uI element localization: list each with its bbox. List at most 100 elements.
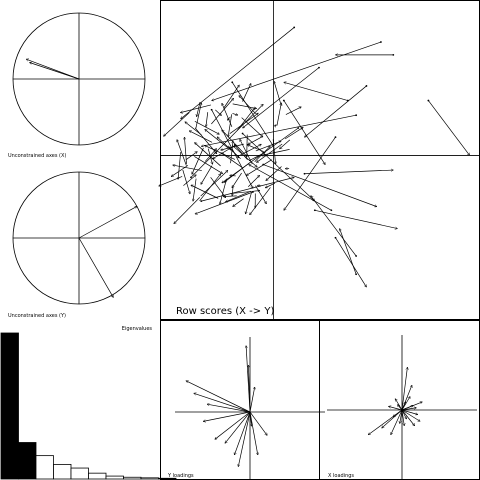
row-point-10	[303, 172, 306, 175]
row-dense-arrow-83	[229, 113, 259, 134]
row-dense-arrow-28	[174, 197, 201, 223]
row-dense-arrow-22	[180, 104, 212, 113]
x-loadings-arrow-17	[401, 402, 406, 411]
row-point-22	[200, 200, 203, 203]
row-dense-arrow-77	[272, 139, 275, 164]
x-loadings-arrow-9	[401, 409, 415, 426]
row-arrow-21	[284, 136, 336, 210]
row-point-12	[241, 132, 244, 135]
y-loadings-arrow-2	[207, 404, 251, 413]
eigenvalue-bar-4	[70, 467, 89, 480]
row-dense-arrow-32	[250, 187, 271, 214]
row-dense-arrow-64	[246, 159, 272, 176]
row-dense-arrow-86	[182, 169, 190, 194]
row-dense-arrow-55	[256, 143, 283, 162]
row-dense-arrow-38	[173, 165, 202, 171]
x-loadings-arrow-13	[398, 405, 403, 411]
unconstrained-x-title: Unconstrained axes (X)	[8, 153, 66, 159]
row-dense-arrow-23	[222, 130, 248, 158]
row-arrow-16	[305, 85, 367, 137]
row-dense-arrow-25	[194, 121, 220, 134]
row-dense-arrow-33	[246, 192, 252, 213]
row-arrow-12	[242, 133, 315, 201]
row-dense-arrow-82	[225, 190, 252, 202]
row-arrow-9	[314, 209, 398, 228]
row-arrow-5	[428, 100, 469, 156]
row-dense-arrow-53	[215, 109, 221, 116]
row-dense-arrow-70	[221, 143, 244, 150]
row-point-20	[231, 81, 234, 84]
row-dense-arrow-20	[233, 198, 244, 207]
unconstrained-x-circle	[12, 12, 146, 146]
x-loadings-arrow-0	[401, 367, 407, 411]
row-dense-arrow-44	[242, 84, 251, 102]
row-dense-arrow-68	[189, 131, 213, 143]
row-scores-arrows	[159, 0, 480, 320]
row-dense-arrow-27	[239, 96, 256, 114]
row-dense-arrow-11	[206, 112, 209, 126]
x-loadings-arrow-18	[400, 409, 403, 424]
row-dense-arrow-87	[240, 139, 253, 165]
row-dense-arrow-84	[199, 174, 221, 202]
row-dense-arrow-14	[185, 152, 197, 160]
row-dense-arrow-85	[276, 103, 281, 126]
row-dense-arrow-62	[247, 145, 264, 152]
row-dense-arrow-63	[274, 81, 282, 106]
unconstrained-x-arrow-1	[30, 63, 80, 80]
row-point-0	[380, 41, 382, 43]
unconstrained-y-arrow-0	[78, 206, 137, 239]
row-dense-arrow-50	[192, 147, 204, 174]
y-loadings-arrow-0	[186, 381, 251, 413]
row-dense-arrow-52	[185, 122, 202, 136]
row-dense-arrow-60	[194, 127, 217, 154]
row-point-7	[334, 236, 337, 239]
row-point-6	[355, 255, 358, 257]
x-loadings-arrow-8	[401, 409, 407, 419]
row-point-21	[334, 136, 337, 139]
row-dense-arrow-67	[284, 127, 303, 140]
panel-unconstrained-x: Unconstrained axes (X)	[8, 12, 146, 159]
panel-row-scores: Row scores (X -> Y)	[159, 0, 480, 320]
y-loadings-arrow-9	[238, 411, 251, 467]
panel-x-loadings: X loadings	[319, 320, 480, 480]
row-point-16	[365, 85, 368, 87]
x-loadings-arrow-19	[401, 406, 413, 411]
row-dense-arrow-49	[255, 185, 266, 204]
row-dense-arrow-45	[230, 191, 260, 194]
y-loadings-arrow-4	[248, 365, 251, 413]
row-arrow-14	[195, 191, 254, 214]
row-point-13	[210, 108, 213, 111]
y-loadings-arrow-8	[225, 411, 251, 443]
panel-eigenvalues: Eigenvalues	[0, 326, 177, 480]
row-dense-arrow-75	[266, 166, 282, 180]
row-dense-arrow-54	[265, 182, 276, 188]
unconstrained-y-arrow-1	[78, 237, 113, 297]
row-arrow-11	[263, 164, 377, 207]
x-loadings-arrows	[327, 335, 477, 480]
y-loadings-arrow-13	[215, 411, 251, 439]
unconstrained-y-circle	[12, 171, 146, 305]
row-arrow-6	[311, 196, 357, 257]
x-loadings-arrow-15	[401, 409, 420, 421]
row-arrow-0	[212, 41, 382, 101]
row-point-18	[330, 209, 333, 212]
row-arrow-18	[249, 165, 332, 211]
row-dense-arrow-16	[227, 116, 231, 120]
x-loadings-arrow-10	[401, 408, 416, 411]
row-point-3	[392, 53, 395, 56]
row-dense-arrow-29	[241, 117, 263, 137]
row-arrow-15	[283, 100, 325, 165]
row-dense-arrow-36	[248, 136, 263, 145]
row-dense-arrow-34	[204, 145, 236, 160]
row-point-2	[293, 26, 296, 29]
eigenvalue-bar-2	[35, 455, 54, 480]
x-loadings-arrow-16	[393, 409, 403, 417]
row-point-8	[355, 273, 358, 276]
row-arrow-22	[201, 177, 294, 202]
row-dense-arrow-13	[193, 178, 197, 201]
y-loadings-frame	[160, 320, 320, 480]
row-dense-arrow-19	[285, 107, 301, 115]
row-dense-arrow-48	[184, 137, 187, 165]
eigenvalue-bar-0	[0, 332, 19, 480]
eigenvalue-bar-1	[18, 442, 37, 480]
